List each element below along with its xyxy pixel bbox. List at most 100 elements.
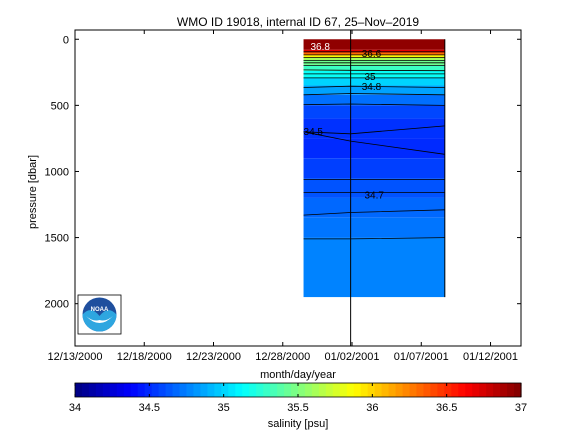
colorbar-segment	[228, 383, 236, 397]
colorbar-segment	[109, 383, 118, 397]
colorbar-tick-label: 37	[515, 402, 527, 414]
colorbar-segment	[514, 383, 522, 397]
salinity-layer	[303, 118, 445, 139]
x-axis-label: month/day/year	[260, 369, 336, 381]
contour-label: 34.5	[304, 127, 324, 138]
colorbar-segment	[388, 383, 397, 397]
colorbar-segment	[130, 383, 139, 397]
colorbar-segment	[430, 383, 438, 397]
y-tick-label: 1500	[45, 233, 69, 245]
salinity-layer	[303, 65, 445, 71]
contour-label: 36.6	[362, 49, 382, 60]
colorbar: 34 34.5 35 35.5 36 36.5 37	[69, 382, 527, 414]
x-tick-label: 12/18/2000	[117, 351, 172, 363]
colorbar-segment	[500, 383, 508, 397]
salinity-layer	[303, 237, 445, 298]
colorbar-segment	[339, 383, 348, 397]
colorbar-segment	[486, 383, 494, 397]
salinity-layer	[303, 94, 445, 106]
colorbar-segment	[472, 383, 480, 397]
colorbar-segment	[95, 383, 104, 397]
x-tick-label: 12/23/2000	[186, 351, 241, 363]
salinity-layer	[303, 49, 445, 53]
colorbar-segment	[249, 383, 257, 397]
colorbar-segment	[444, 383, 452, 397]
colorbar-segment	[81, 383, 90, 397]
y-tick-label: 2000	[45, 299, 69, 311]
colorbar-segment	[437, 383, 445, 397]
colorbar-segment	[465, 383, 473, 397]
salinity-layer	[303, 39, 445, 50]
salinity-layer	[303, 85, 445, 95]
contour-label: 36.8	[310, 42, 330, 53]
colorbar-segment	[458, 383, 466, 397]
colorbar-segment	[325, 383, 334, 397]
salinity-layer	[303, 55, 445, 58]
x-tick-label: 01/12/2001	[463, 351, 518, 363]
salinity-layer	[303, 77, 445, 86]
colorbar-segment	[200, 383, 209, 397]
colorbar-tick-label: 34	[69, 402, 81, 414]
colorbar-segment	[395, 383, 404, 397]
chart-title: WMO ID 19018, internal ID 67, 25–Nov–201…	[177, 15, 419, 29]
colorbar-segment	[311, 383, 320, 397]
logo-text: NOAA	[91, 307, 109, 313]
colorbar-tick-label: 35	[218, 402, 230, 414]
y-tick-label: 1000	[45, 166, 69, 178]
colorbar-segment	[318, 383, 327, 397]
salinity-layer	[303, 105, 445, 119]
colorbar-segment	[507, 383, 515, 397]
y-tick-label: 0	[63, 34, 69, 46]
colorbar-segment	[270, 383, 278, 397]
colorbar-segment	[367, 383, 376, 397]
colorbar-segment	[151, 383, 160, 397]
colorbar-segment	[493, 383, 501, 397]
y-axis-label: pressure [dbar]	[27, 155, 39, 229]
colorbar-segment	[346, 383, 355, 397]
axes: 12/13/2000 12/18/2000 12/23/2000 12/28/2000…	[45, 29, 522, 363]
colorbar-segment	[235, 383, 243, 397]
colorbar-segment	[409, 383, 418, 397]
colorbar-segment	[193, 383, 202, 397]
noaa-logo: NOAA	[77, 294, 122, 335]
y-tick-label: 500	[51, 100, 69, 112]
colorbar-tick-label: 36.5	[436, 402, 457, 414]
salinity-layer	[303, 158, 445, 179]
colorbar-segment	[242, 383, 250, 397]
colorbar-tick-label: 34.5	[139, 402, 160, 414]
colorbar-segment	[186, 383, 195, 397]
contour-label: 35	[364, 72, 376, 83]
x-tick-label: 01/07/2001	[394, 351, 449, 363]
x-tick-label: 01/02/2001	[324, 351, 379, 363]
colorbar-segment	[123, 383, 132, 397]
colorbar-segment	[88, 383, 97, 397]
colorbar-segment	[214, 383, 222, 397]
colorbar-segment	[165, 383, 174, 397]
colorbar-segment	[423, 383, 432, 397]
colorbar-segment	[284, 383, 292, 397]
colorbar-segment	[451, 383, 459, 397]
contour-label: 34.8	[362, 82, 382, 93]
colorbar-segment	[277, 383, 285, 397]
colorbar-segment	[172, 383, 181, 397]
axes-box	[74, 29, 522, 347]
salinity-layer	[303, 57, 445, 61]
colorbar-segment	[353, 383, 362, 397]
salinity-layer	[303, 217, 445, 238]
colorbar-segment	[416, 383, 425, 397]
x-tick-label: 12/13/2000	[47, 351, 102, 363]
colorbar-segment	[381, 383, 390, 397]
colorbar-segment	[374, 383, 383, 397]
colorbar-segment	[75, 383, 83, 397]
colorbar-segment	[102, 383, 111, 397]
colorbar-segment	[360, 383, 369, 397]
colorbar-tick-label: 36	[366, 402, 378, 414]
contour-label: 34.7	[364, 190, 384, 201]
colorbar-segment	[137, 383, 146, 397]
colorbar-segment	[263, 383, 271, 397]
colorbar-segment	[179, 383, 188, 397]
colorbar-tick-label: 35.5	[287, 402, 308, 414]
x-tick-label: 12/28/2000	[255, 351, 310, 363]
